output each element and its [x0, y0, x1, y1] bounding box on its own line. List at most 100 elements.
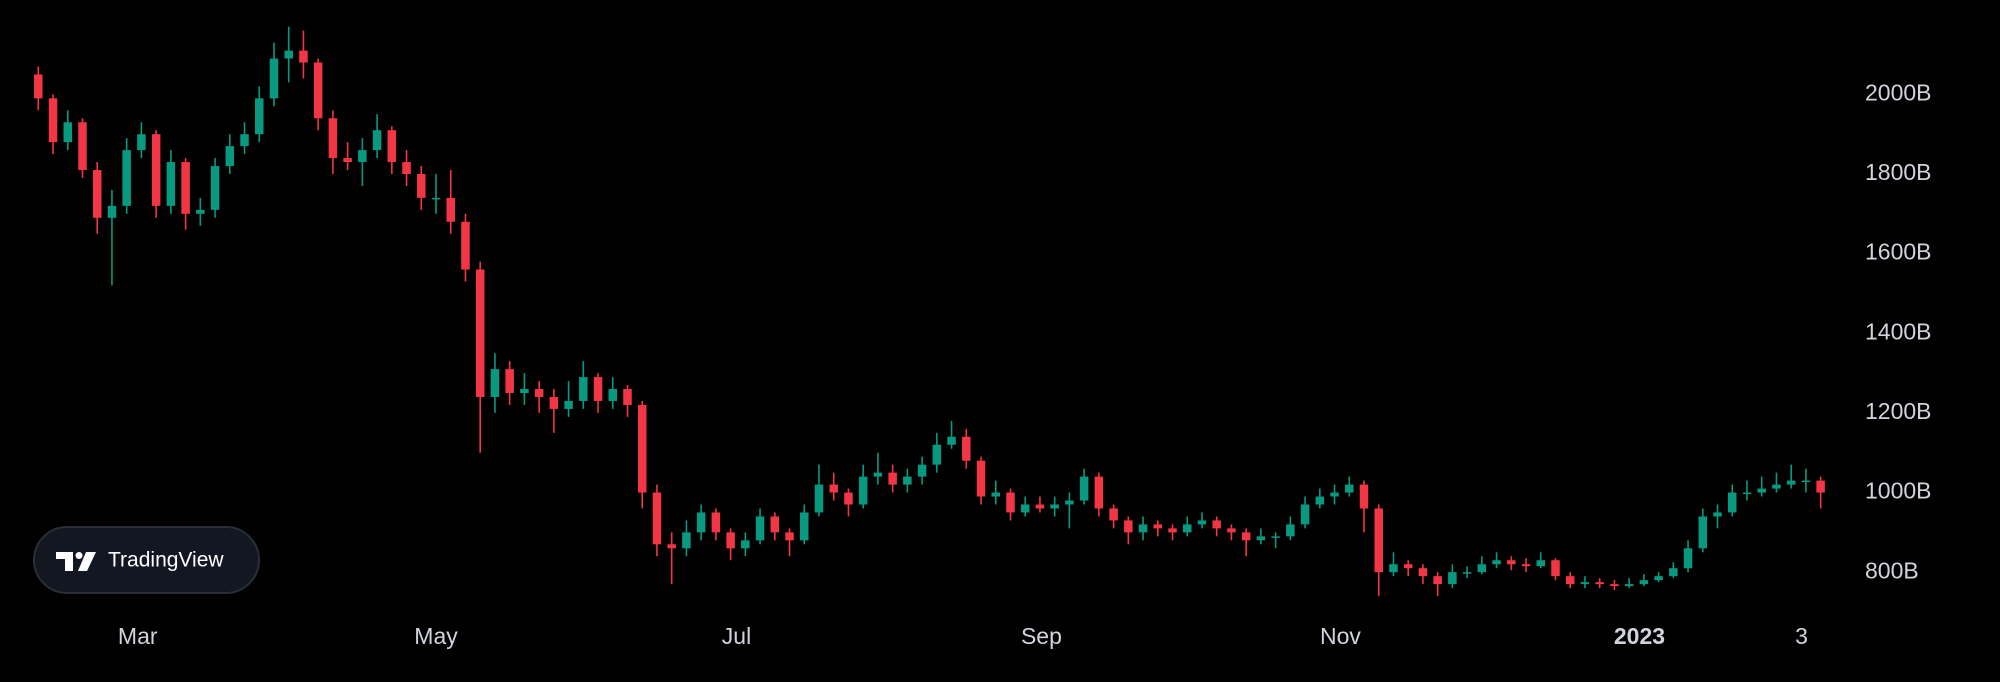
candle-body: [269, 58, 279, 99]
candle-body: [107, 205, 117, 218]
candle-body: [1462, 572, 1472, 574]
candle-body: [755, 516, 765, 541]
candle-body: [741, 540, 750, 549]
candle-body: [814, 484, 824, 513]
candle-body: [1256, 536, 1266, 541]
candle-body: [48, 98, 58, 143]
candle-body: [1521, 564, 1531, 567]
candle-body: [652, 492, 662, 545]
candle-body: [976, 460, 986, 497]
candle-body: [873, 472, 883, 477]
candle-body: [122, 150, 131, 206]
candle-body: [579, 377, 588, 401]
candle-body: [372, 130, 382, 151]
candle-body: [1138, 524, 1148, 533]
candle-body: [1271, 536, 1280, 538]
candle-body: [593, 377, 603, 401]
candle-body: [1109, 508, 1118, 521]
watermark-badge[interactable]: TradingView: [33, 526, 260, 594]
candle-body: [1639, 580, 1649, 585]
x-tick-label: Nov: [1320, 623, 1361, 649]
candle-body: [1580, 582, 1590, 585]
candle-body: [240, 134, 249, 147]
candle-body: [181, 162, 190, 214]
candle-body: [328, 118, 338, 159]
candle-body: [1212, 520, 1221, 529]
x-tick-label: Jul: [722, 623, 751, 649]
candle-body: [711, 512, 721, 533]
candle-body: [431, 197, 441, 200]
candle-body: [785, 532, 794, 541]
candle-body: [549, 396, 559, 409]
candle-body: [682, 532, 691, 549]
candle-body: [1772, 484, 1781, 489]
candle-body: [1403, 564, 1413, 569]
badge-logo[interactable]: [56, 552, 96, 571]
candle-body: [1079, 476, 1089, 501]
candle-body: [1595, 582, 1604, 585]
x-tick-label: Mar: [118, 623, 158, 649]
candle-body: [564, 400, 573, 409]
candle-body: [387, 130, 397, 163]
candle-body: [1286, 524, 1295, 537]
y-tick-label: 1600B: [1865, 239, 1932, 265]
candle-body: [34, 74, 43, 99]
candle-body: [1020, 504, 1030, 513]
candle-body: [1359, 484, 1369, 509]
candle-body: [608, 389, 618, 401]
candle-body: [417, 174, 426, 198]
candle-body: [1168, 528, 1177, 533]
candle-body: [1477, 564, 1487, 573]
candle-body: [1786, 480, 1796, 485]
candle-body: [1227, 528, 1236, 533]
candle-body: [151, 134, 161, 206]
candle-body: [1241, 532, 1251, 541]
candle-body: [166, 162, 176, 206]
candle-body: [1345, 484, 1354, 493]
candle-body: [1698, 516, 1708, 549]
candle-body: [844, 492, 853, 505]
candle-body: [637, 404, 647, 493]
candle-body: [1374, 508, 1383, 573]
y-tick-label: 800B: [1865, 557, 1919, 583]
candle-body: [490, 369, 500, 397]
candle-body: [284, 50, 293, 59]
candle-body: [829, 484, 838, 493]
candle-body: [962, 436, 971, 461]
candle-body: [461, 221, 470, 270]
candle-body: [446, 197, 455, 222]
candle-body: [623, 389, 632, 405]
y-tick-label: 1800B: [1865, 159, 1932, 185]
y-tick-label: 2000B: [1865, 79, 1932, 105]
candle-body: [505, 369, 514, 394]
x-tick-label: May: [414, 623, 458, 649]
candle-body: [1035, 504, 1045, 509]
candle-body: [1094, 476, 1104, 509]
candle-body: [696, 512, 706, 533]
candle-body: [1551, 560, 1560, 577]
candle-body: [903, 476, 912, 485]
candle-body: [63, 122, 73, 143]
candle-body: [888, 472, 897, 485]
candle-body: [1654, 576, 1663, 581]
candle-body: [92, 170, 102, 218]
candle-body: [1801, 480, 1811, 483]
y-tick-label: 1000B: [1865, 478, 1932, 504]
candle-body: [358, 150, 367, 163]
candle-body: [1006, 492, 1015, 513]
y-tick-label: 1200B: [1865, 398, 1932, 424]
y-tick-label: 1400B: [1865, 318, 1932, 344]
candle-body: [255, 98, 264, 135]
candle-body: [991, 492, 1000, 497]
badge-text[interactable]: TradingView: [108, 549, 224, 572]
candle-body: [1728, 492, 1737, 513]
candle-body: [947, 436, 956, 445]
candle-body: [800, 512, 809, 541]
candle-body: [1300, 504, 1310, 525]
candle-body: [1182, 524, 1192, 533]
candle-body: [78, 122, 87, 171]
badge-bg[interactable]: [33, 526, 260, 594]
